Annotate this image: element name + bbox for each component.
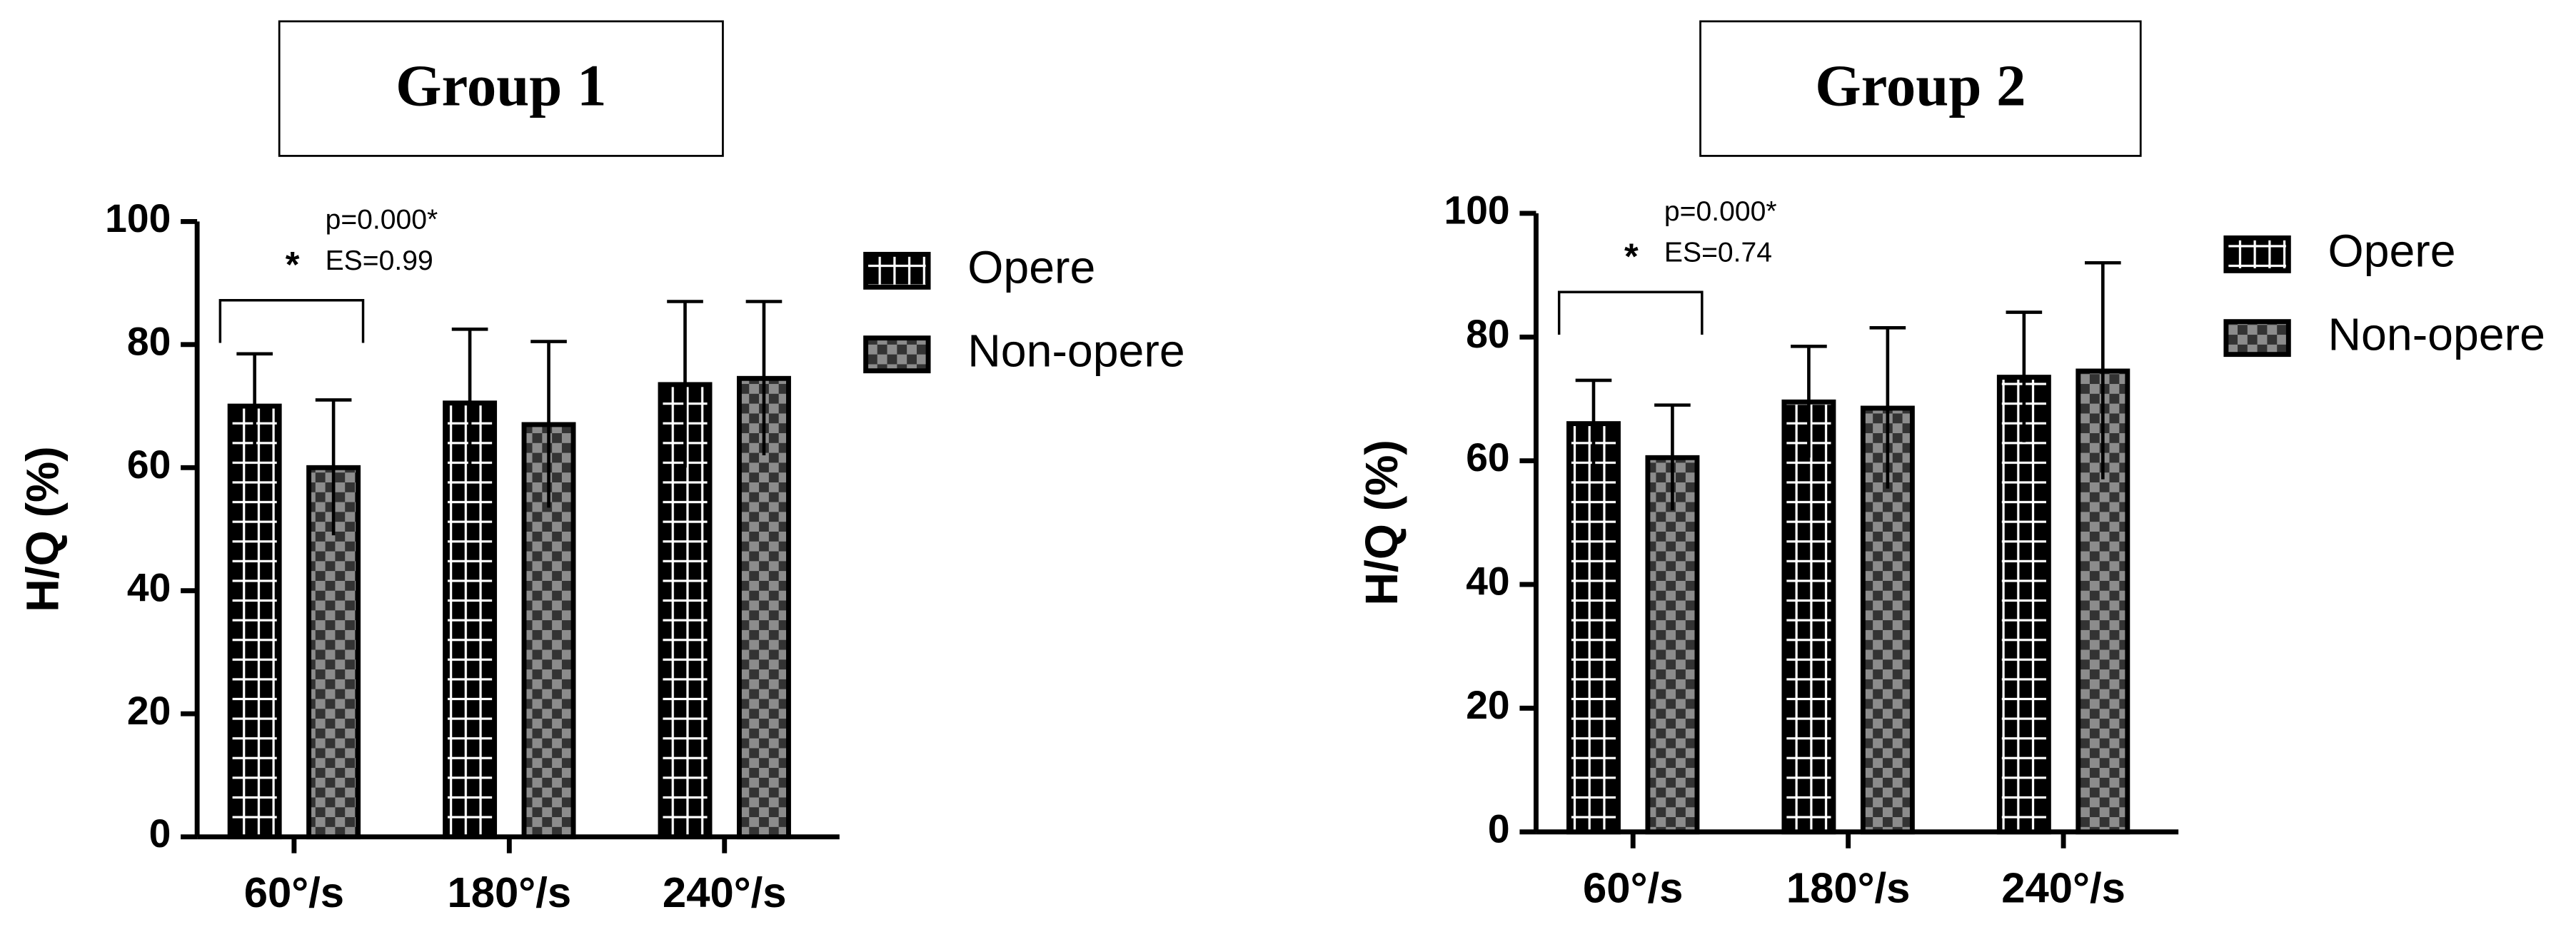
y-tick-label: 0 <box>1488 806 1510 851</box>
error-bar <box>451 327 488 477</box>
significance-bracket <box>1557 290 1704 335</box>
error-bar <box>1791 344 1827 458</box>
y-tick-label: 0 <box>149 811 171 856</box>
significance-bracket <box>218 299 365 343</box>
chart-title: Group 1 <box>396 53 606 118</box>
y-tick-label: 60 <box>127 442 171 487</box>
y-tick-label: 80 <box>127 319 171 363</box>
error-bar <box>236 352 273 459</box>
bar <box>1996 375 2051 835</box>
annotation-es: ES=0.99 <box>326 245 433 276</box>
legend-label: Non-opere <box>967 325 1184 377</box>
y-tick-label: 100 <box>1444 188 1510 232</box>
legend-swatch <box>2223 235 2291 273</box>
x-tick-label: 60°/s <box>1583 863 1683 911</box>
y-tick-label: 20 <box>127 689 171 733</box>
x-tick-label: 180°/s <box>1786 863 1911 911</box>
y-tick-label: 100 <box>105 196 171 240</box>
error-bar <box>2084 260 2121 480</box>
x-tick-label: 180°/s <box>448 868 572 916</box>
annotation-star: * <box>1624 236 1639 277</box>
y-tick-label: 40 <box>127 565 171 609</box>
title-box <box>1699 20 2142 157</box>
error-bar <box>2006 310 2043 442</box>
bar <box>1860 405 1915 835</box>
y-tick-label: 40 <box>1466 559 1509 604</box>
x-tick-label: 60°/s <box>244 868 344 916</box>
y-axis-label: H/Q (%) <box>1356 440 1407 605</box>
legend-swatch <box>863 251 931 290</box>
bar <box>443 400 498 840</box>
bar <box>227 403 282 840</box>
bar <box>1566 421 1621 835</box>
y-tick-label: 20 <box>1466 683 1509 727</box>
chart-title: Group 2 <box>1815 53 2026 118</box>
x-tick-label: 240°/s <box>663 868 787 916</box>
y-tick-label: 60 <box>1466 435 1509 480</box>
x-tick-label: 240°/s <box>2001 863 2125 911</box>
y-axis-label: H/Q (%) <box>16 446 68 612</box>
legend-swatch <box>2223 319 2291 358</box>
error-bar <box>315 398 352 536</box>
error-bar <box>530 340 567 508</box>
y-tick-label: 80 <box>1466 312 1509 356</box>
bar <box>1645 455 1700 835</box>
error-bar <box>667 300 703 468</box>
annotation-p: p=0.000* <box>1664 196 1777 227</box>
error-bar <box>1654 403 1691 510</box>
annotation-p: p=0.000* <box>326 205 438 235</box>
error-bar <box>745 300 783 456</box>
bar <box>1781 399 1836 835</box>
error-bar <box>1575 378 1612 467</box>
legend-swatch <box>863 335 931 374</box>
legend-label: Opere <box>2328 225 2456 276</box>
error-bar <box>1869 325 1906 489</box>
legend-label: Non-opere <box>2328 309 2545 360</box>
legend-label: Opere <box>967 241 1095 293</box>
annotation-star: * <box>286 244 300 285</box>
annotation-es: ES=0.74 <box>1664 238 1772 268</box>
title-box <box>278 20 724 157</box>
